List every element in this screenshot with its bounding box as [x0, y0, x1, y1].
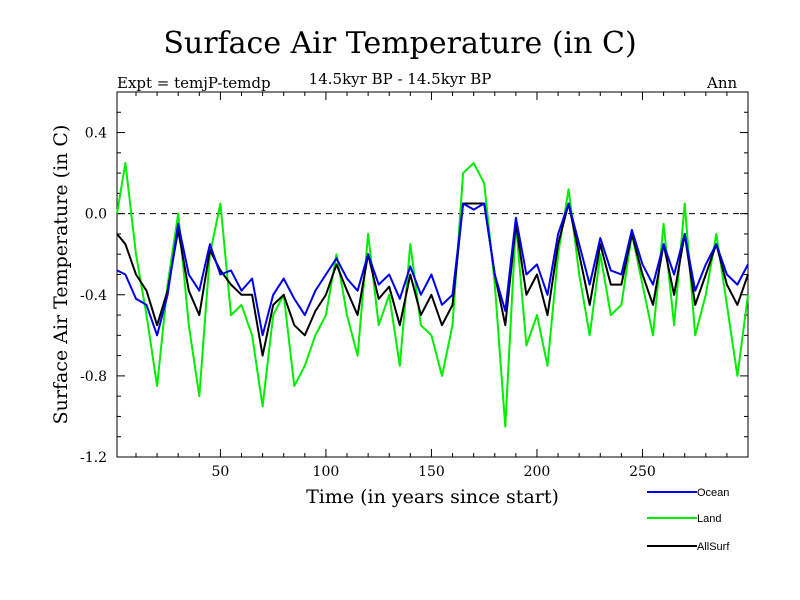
legend-label-land: Land — [697, 513, 721, 525]
x-tick-label: 200 — [524, 464, 551, 480]
legend-label-allsurf: AllSurf — [697, 541, 730, 553]
chart-title: Surface Air Temperature (in C) — [163, 26, 637, 61]
y-tick-label: -0.4 — [80, 288, 107, 304]
y-tick-label: -0.8 — [80, 369, 107, 385]
y-tick-label: -1.2 — [80, 450, 107, 466]
plot-frame — [116, 91, 749, 458]
period-label: 14.5kyr BP - 14.5kyr BP — [308, 70, 492, 88]
series-line-land — [116, 162, 749, 428]
x-tick-label: 250 — [629, 464, 656, 480]
legend-label-ocean: Ocean — [697, 487, 729, 499]
y-tick-label: 0.0 — [85, 207, 107, 223]
y-axis-label: Surface Air Temperature (in C) — [50, 125, 72, 425]
x-tick-label: 150 — [418, 464, 445, 480]
season-label: Ann — [707, 74, 738, 92]
series-line-allsurf — [116, 202, 749, 357]
series-line-ocean — [116, 202, 749, 337]
x-tick-label: 50 — [211, 464, 229, 480]
y-tick-label: 0.4 — [85, 126, 107, 142]
experiment-label: Expt = temjP-temdp — [117, 74, 271, 92]
x-axis-label: Time (in years since start) — [306, 486, 559, 508]
x-tick-label: 100 — [313, 464, 340, 480]
